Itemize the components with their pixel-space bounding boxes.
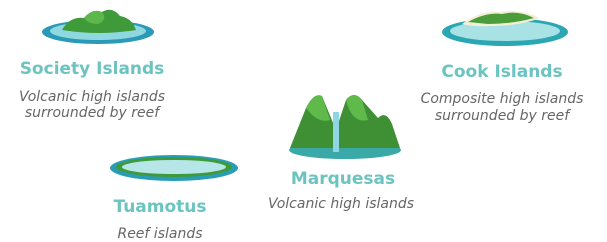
diagram: Society Islands Volcanic high islands su… — [0, 0, 607, 242]
label: Marquesas — [291, 169, 395, 189]
description: Volcanic high islands — [19, 89, 165, 105]
description: surrounded by reef — [25, 105, 161, 121]
cook-icon — [442, 11, 568, 46]
tuamotus-icon — [110, 155, 238, 181]
label: Society Islands — [20, 59, 165, 79]
label: Tuamotus — [113, 197, 206, 217]
description: Composite high islands — [421, 91, 584, 107]
marquesas-icon — [289, 95, 401, 159]
label: Cook Islands — [441, 62, 562, 82]
description: Reef islands — [117, 226, 202, 242]
description: surrounded by reef — [435, 108, 571, 124]
society-icon — [42, 10, 154, 44]
description: Volcanic high islands — [268, 196, 414, 212]
